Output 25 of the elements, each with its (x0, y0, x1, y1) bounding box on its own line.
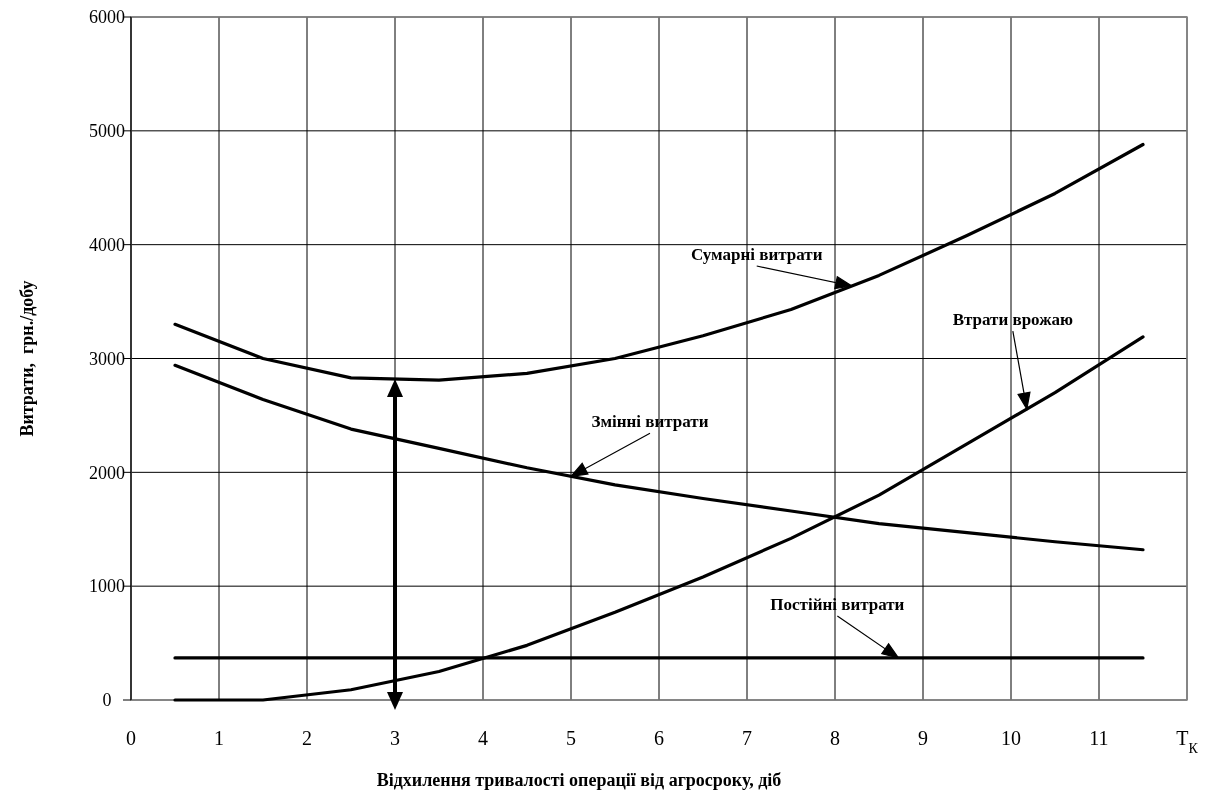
x-tick-label: 6 (654, 727, 664, 749)
y-tick-label: 1000 (89, 576, 125, 597)
y-axis-title: Витрати, грн./добу (17, 280, 37, 437)
series-label: Сумарні витрати (690, 244, 823, 264)
x-tick-label: T$_{К}$ (1176, 727, 1199, 756)
y-tick-label: 5000 (89, 121, 125, 142)
y-tick-label: 2000 (89, 462, 125, 483)
y-tick-label: 4000 (89, 234, 125, 255)
text: Втрати врожаю (952, 309, 1074, 329)
x-tick-label: 10 (1001, 727, 1021, 749)
x-tick-label: 9 (918, 727, 928, 749)
x-tick-label: 3 (390, 727, 400, 749)
y-tick-label: 0 (102, 690, 112, 711)
text: Змінні витрати (591, 412, 709, 432)
x-axis-title: Відхилення тривалості операції від агросроку, діб (376, 770, 782, 790)
y-tick-label: 6000 (89, 7, 125, 28)
x-tick-label: 7 (742, 727, 752, 749)
x-tick-label: 8 (830, 727, 840, 749)
x-tick-label: 1 (214, 727, 224, 749)
y-tick-label: 3000 (89, 348, 125, 369)
text: Постійні витрати (770, 594, 905, 614)
x-tick-label: 2 (302, 727, 312, 749)
x-tick-label: 4 (478, 727, 488, 749)
x-tick-label: 5 (566, 727, 576, 749)
x-tick-label: 11 (1089, 727, 1109, 749)
